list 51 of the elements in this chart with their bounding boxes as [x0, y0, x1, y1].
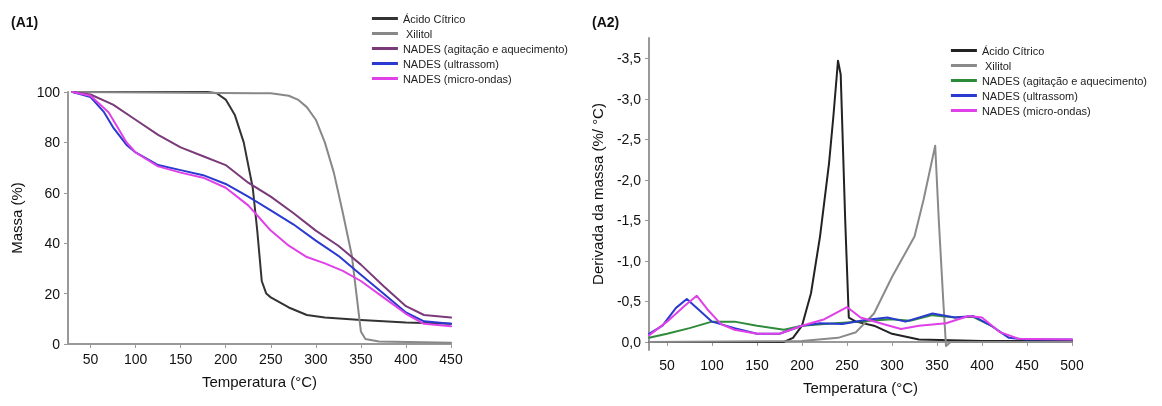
x-tick-label: 400 [970, 357, 994, 373]
x-tick-label: 200 [214, 351, 238, 367]
x-tick-label: 50 [82, 351, 99, 367]
y-tick-label: 0 [52, 336, 61, 352]
legend-label: Xilitol [981, 59, 1012, 72]
x-tick-label: 300 [880, 357, 904, 373]
legend-label: Ácido Cítrico [402, 12, 466, 25]
y-tick-label: 40 [44, 235, 61, 252]
line-series [648, 314, 992, 339]
x-tick-label: 450 [1015, 357, 1039, 373]
y-tick-label: -3,5 [616, 50, 642, 67]
y-tick-label: -2,0 [616, 171, 642, 188]
y-axis-title: Massa (%) [8, 182, 25, 254]
y-tick-label: -0,5 [616, 293, 642, 310]
y-tick-label: -1,5 [616, 212, 642, 229]
legend-label: NADES (micro-ondas) [402, 72, 512, 85]
x-tick-label: 350 [925, 357, 949, 373]
x-tick-label: 250 [835, 357, 859, 373]
legend-label: NADES (ultrassom) [402, 57, 499, 70]
y-tick-label: 80 [44, 134, 61, 151]
y-tick-label: 0,0 [621, 333, 642, 350]
y-tick-label: 100 [36, 84, 61, 100]
x-tick-label: 50 [659, 357, 675, 373]
legend-label: NADES (agitação e aquecimento) [402, 42, 569, 55]
x-tick-label: 100 [123, 351, 148, 367]
y-tick-label: -3,0 [616, 90, 642, 107]
x-tick-label: 100 [700, 357, 724, 373]
y-axis-title: Derivada da massa (%/ °C) [589, 103, 606, 285]
x-tick-label: 500 [1060, 357, 1084, 373]
x-axis-title: Temperatura (°C) [802, 379, 919, 396]
legend-label: NADES (micro-ondas) [981, 104, 1091, 117]
y-tick-label: -1,0 [616, 252, 642, 269]
x-tick-label: 400 [394, 351, 418, 367]
x-tick-label: 450 [439, 351, 463, 367]
legend-label: NADES (ultrassom) [981, 89, 1078, 102]
legend-label: NADES (agitação e aquecimento) [981, 74, 1148, 87]
x-tick-label: 250 [259, 351, 283, 367]
chart-title: (A2) [592, 14, 620, 30]
x-tick-label: 150 [745, 357, 769, 373]
x-tick-label: 350 [349, 351, 373, 367]
x-tick-label: 200 [790, 357, 814, 373]
line-series [648, 144, 1073, 347]
y-tick-label: 60 [44, 184, 61, 201]
y-tick-label: -2,5 [616, 131, 642, 148]
x-tick-label: 300 [304, 351, 328, 367]
legend-label: Ácido Cítrico [981, 44, 1045, 57]
chart-title: (A1) [11, 14, 39, 30]
y-tick-label: 20 [44, 285, 61, 302]
legend-label: Xilitol [402, 27, 433, 40]
x-tick-label: 150 [168, 351, 193, 367]
x-axis-title: Temperatura (°C) [201, 373, 318, 390]
